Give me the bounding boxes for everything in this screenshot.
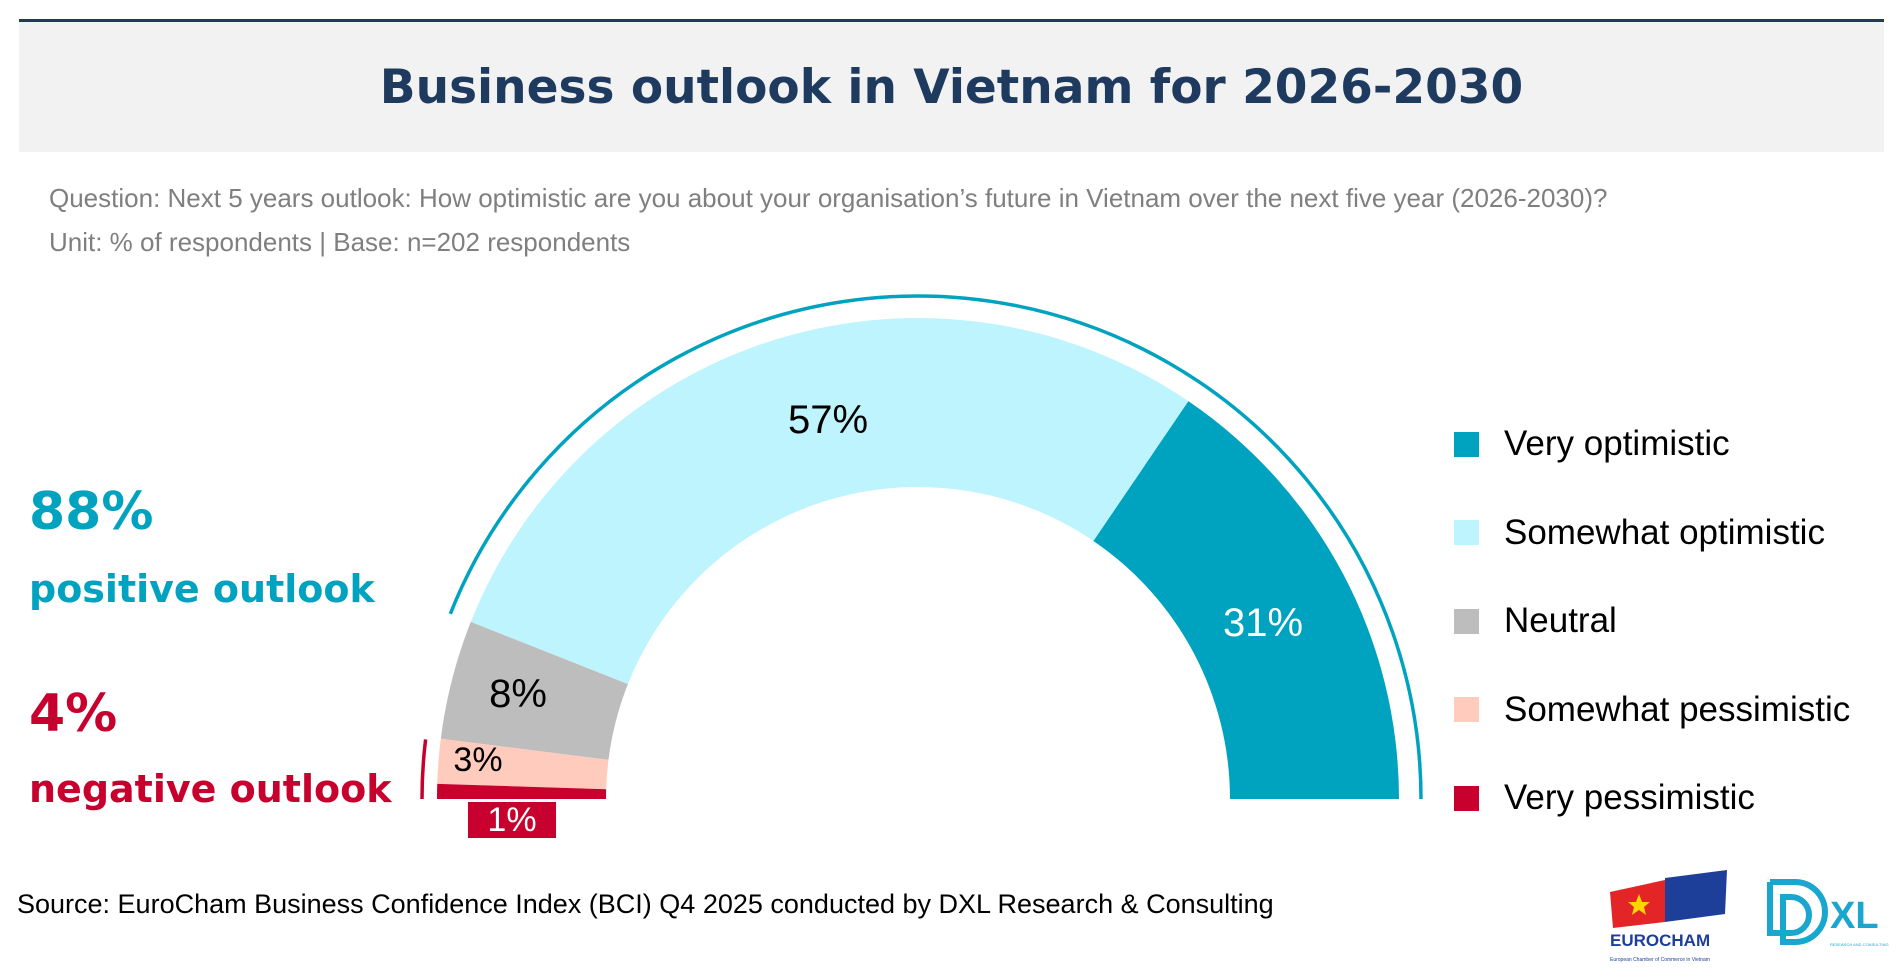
legend-label: Somewhat optimistic	[1504, 512, 1825, 552]
positive-value: 88%	[29, 482, 154, 542]
data-label: 1%	[487, 801, 536, 839]
donut-segment	[1093, 401, 1399, 799]
title-rule	[19, 19, 1884, 22]
negative-label: negative outlook	[29, 767, 392, 811]
legend-item: Neutral	[1454, 577, 1850, 666]
small-label-box	[468, 802, 556, 838]
legend-item: Very optimistic	[1454, 400, 1850, 489]
dxl-logo: XL RESEARCH AND CONSULTING	[1767, 879, 1889, 947]
positive-bracket-arc	[448, 294, 1423, 800]
legend-swatch	[1454, 697, 1479, 723]
negative-value: 4%	[29, 684, 118, 744]
eurocham-subtitle: European Chamber of Commerce in Vietnam	[1610, 957, 1710, 963]
data-label: 31%	[1223, 601, 1303, 645]
chart-title: Business outlook in Vietnam for 2026-203…	[379, 59, 1524, 115]
legend-swatch	[1454, 608, 1479, 634]
data-label: 8%	[489, 672, 547, 716]
logos: EUROCHAM European Chamber of Commerce in…	[1610, 870, 1889, 963]
legend-label: Somewhat pessimistic	[1504, 689, 1851, 729]
legend-label: Neutral	[1504, 601, 1617, 641]
data-label: 3%	[453, 741, 502, 779]
negative-bracket-arc	[420, 739, 428, 800]
eurocham-logo: EUROCHAM European Chamber of Commerce in…	[1610, 870, 1727, 963]
legend-swatch	[1454, 431, 1479, 457]
donut-segment	[437, 783, 607, 799]
title-band: Business outlook in Vietnam for 2026-203…	[19, 22, 1884, 152]
source-note: Source: EuroCham Business Confidence Ind…	[17, 889, 1274, 919]
star-icon	[1628, 894, 1650, 915]
data-label: 57%	[788, 398, 868, 442]
donut-segment	[440, 621, 628, 760]
legend-item: Somewhat optimistic	[1454, 489, 1850, 578]
legend: Very optimistic Somewhat optimistic Neut…	[1454, 400, 1850, 843]
question-text: Question: Next 5 years outlook: How opti…	[49, 183, 1608, 213]
dxl-wordmark: XL	[1830, 895, 1879, 937]
legend-item: Very pessimistic	[1454, 754, 1850, 843]
dxl-subtitle: RESEARCH AND CONSULTING	[1830, 942, 1889, 947]
legend-swatch	[1454, 785, 1479, 811]
legend-item: Somewhat pessimistic	[1454, 666, 1850, 755]
donut-segment	[437, 738, 609, 790]
eurocham-wordmark: EUROCHAM	[1610, 931, 1710, 950]
donut-segment	[470, 317, 1189, 685]
legend-label: Very optimistic	[1504, 424, 1730, 464]
legend-swatch	[1454, 520, 1479, 546]
unit-text: Unit: % of respondents | Base: n=202 res…	[49, 227, 631, 257]
positive-label: positive outlook	[29, 567, 375, 611]
legend-label: Very pessimistic	[1504, 778, 1755, 818]
